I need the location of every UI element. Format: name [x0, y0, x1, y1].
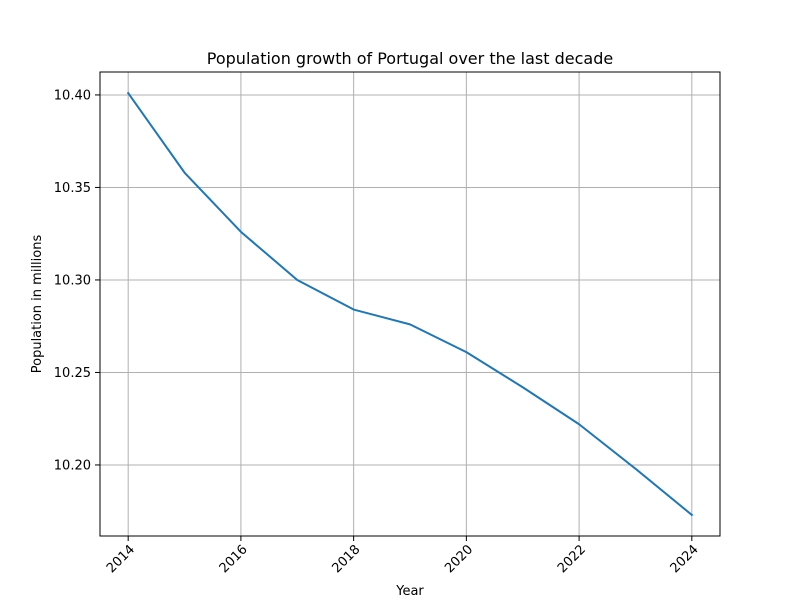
series-line	[126, 91, 694, 517]
plot-frame	[99, 71, 721, 537]
series-layer	[126, 91, 694, 517]
y-tick-label: 10.25	[54, 366, 91, 381]
grid-layer	[100, 72, 720, 536]
y-tick-label: 10.40	[54, 88, 91, 103]
y-tick-label: 10.20	[54, 458, 91, 473]
chart-title: Population growth of Portugal over the l…	[207, 49, 613, 68]
x-axis-label: Year	[395, 584, 424, 599]
y-axis-label: Population in millions	[30, 235, 45, 374]
y-tick-label: 10.35	[54, 181, 91, 196]
y-tick-label: 10.30	[54, 273, 91, 288]
axes-layer	[99, 71, 721, 537]
